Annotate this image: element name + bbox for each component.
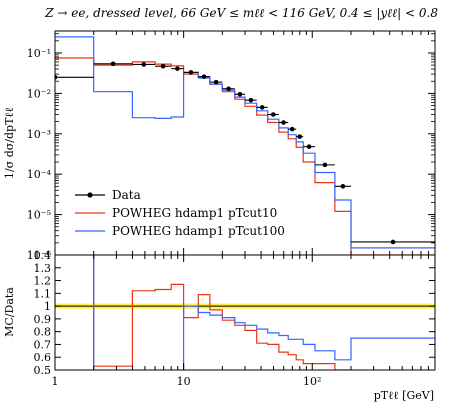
ratio-xtick-label: 1: [52, 375, 59, 388]
legend-entry-pt10: POWHEG hdamp1 pTcut10: [75, 206, 277, 220]
data-point-8: [226, 86, 231, 92]
legend-label-pt10: POWHEG hdamp1 pTcut10: [112, 206, 277, 220]
y-axis-label: 1/σ dσ/dpTℓℓ: [3, 107, 16, 179]
data-point-15: [297, 134, 302, 139]
data-point-13: [281, 120, 286, 125]
data-point-16: [306, 144, 312, 149]
ratio-x-axis: 1 10 10²: [52, 255, 436, 388]
main-x-ticks: [54, 31, 436, 255]
ratio-plot-area: [55, 255, 435, 370]
main-panel: 10⁻⁶ 10⁻⁵ 10⁻⁴ 10⁻³ 10⁻² 10⁻¹ 1/σ dσ/dpTℓℓ: [3, 30, 436, 262]
ratio-frame: [54, 254, 436, 371]
ratio-ytick-label: 0.7: [34, 338, 52, 351]
ratio-ytick-label: 0.6: [34, 351, 52, 364]
ratio-ytick-label: 1: [44, 300, 51, 313]
data-point-2: [141, 62, 147, 67]
main-ytick-label: 10⁻³: [27, 128, 51, 141]
legend: Data POWHEG hdamp1 pTcut10 POWHEG hdamp1…: [75, 188, 285, 238]
main-ytick-label: 10⁻¹: [27, 47, 51, 60]
ratio-y-axis-label: MC/Data: [3, 287, 16, 337]
ratio-ytick-label: 0.5: [34, 364, 52, 377]
ratio-ytick-label: 0.9: [34, 313, 52, 326]
ratio-powheg-hdamp1-ptcut10: [93, 255, 352, 370]
ratio-xtick-label: 10²: [303, 375, 321, 388]
x-axis-label: pTℓℓ [GeV]: [374, 389, 434, 402]
data-point-14: [289, 126, 295, 132]
main-ytick-label: 10⁻²: [27, 87, 51, 100]
legend-data-marker: [87, 192, 93, 198]
ratio-y-axis: 0.50.60.70.80.911.11.21.31.4: [34, 249, 435, 377]
data-point-5: [188, 70, 194, 75]
data-point-7: [213, 79, 219, 85]
main-y-axis: 10⁻⁶ 10⁻⁵ 10⁻⁴ 10⁻³ 10⁻² 10⁻¹: [27, 33, 435, 262]
ratio-powheg-hdamp1-ptcut100: [93, 255, 435, 370]
chart-title: Z → ee, dressed level, 66 GeV ≤ mℓℓ < 11…: [44, 6, 438, 20]
data-point-9: [237, 91, 243, 97]
legend-label-pt100: POWHEG hdamp1 pTcut100: [112, 224, 285, 238]
data-point-4: [175, 66, 180, 71]
ratio-ytick-label: 1.4: [34, 249, 52, 262]
data-point-10: [248, 97, 254, 103]
ratio-ytick-label: 1.3: [34, 262, 52, 275]
ratio-ytick-label: 0.8: [34, 326, 52, 339]
legend-entry-pt100: POWHEG hdamp1 pTcut100: [75, 224, 285, 238]
legend-label-data: Data: [112, 188, 141, 202]
legend-entry-data: Data: [75, 188, 141, 202]
ratio-ytick-label: 1.2: [34, 275, 52, 288]
ratio-xtick-label: 10: [177, 375, 191, 388]
main-plot-area: [55, 36, 435, 255]
data-point-19: [390, 239, 396, 245]
ratio-ytick-label: 1.1: [34, 287, 52, 300]
data-point-1: [110, 61, 116, 67]
data-point-6: [201, 74, 207, 79]
data-point-3: [160, 63, 166, 69]
ratio-panel: 0.50.60.70.80.911.11.21.31.4 1 10 10² MC/D…: [3, 249, 436, 402]
data-point-12: [270, 112, 276, 117]
main-ytick-label: 10⁻⁴: [27, 168, 52, 181]
data-point-0: [55, 75, 58, 80]
data-point-11: [259, 105, 265, 110]
main-ytick-label: 10⁻⁶: [27, 249, 52, 262]
main-ytick-label: 10⁻⁵: [27, 209, 51, 222]
data-point-17: [322, 162, 328, 168]
data-point-18: [340, 184, 346, 189]
